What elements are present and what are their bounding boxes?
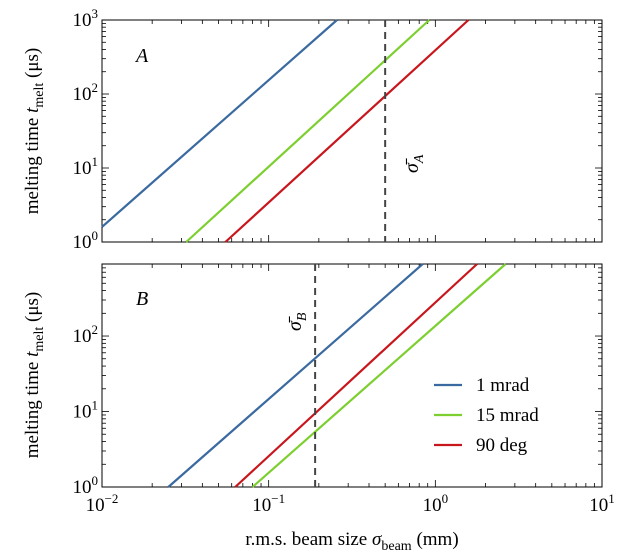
x-tick-label-base: 10 [423, 495, 442, 516]
x-tick-label: 100 [423, 491, 449, 516]
y-tick-label: 100 [73, 473, 99, 498]
y-tick-label-base: 10 [73, 84, 92, 105]
panel-a-ylabel-pre: melting time [22, 113, 43, 214]
y-tick-label: 102 [73, 322, 99, 347]
y-tick-label-exp: 0 [92, 228, 99, 243]
panel-b-y-axis-label: melting time tmelt (μs) [22, 292, 47, 459]
x-tick-label: 101 [589, 491, 615, 516]
panel-a-frame [101, 19, 603, 243]
legend-label: 1 mrad [476, 375, 530, 396]
y-tick-label-base: 10 [73, 10, 92, 31]
panel-b-minor-ticks [101, 263, 602, 488]
panel-a-ylabel-post: (μs) [22, 48, 43, 83]
x-tick-label-exp: 0 [442, 491, 449, 506]
panel-a-vline-label-sub: A [412, 154, 427, 164]
panel-b-label: B [136, 288, 148, 310]
x-tick-label-exp: 1 [608, 491, 615, 506]
panel-a-series [101, 19, 470, 243]
x-axis-label: r.m.s. beam size σbeam (mm) [245, 529, 458, 554]
panel-b-ylabel-sub: melt [32, 327, 47, 352]
panel-b-vline-label-sub: B [295, 312, 310, 321]
y-tick-label-base: 10 [73, 232, 92, 253]
panel-a-y-axis-label: melting time tmelt (μs) [22, 48, 47, 215]
xlabel-post: (mm) [412, 529, 459, 550]
y-tick-label: 101 [73, 398, 99, 423]
panel-b-vline-label: σ̄B [284, 312, 310, 331]
legend-label: 15 mrad [476, 405, 539, 426]
y-tick-label-exp: 3 [92, 6, 99, 21]
legend-label: 90 deg [476, 435, 528, 456]
x-tick-label: 10−1 [252, 491, 285, 516]
y-tick-label-exp: 1 [92, 154, 99, 169]
series-line-90-deg [234, 263, 478, 488]
x-tick-label-base: 10 [589, 495, 608, 516]
y-tick-label: 100 [73, 228, 99, 253]
series-line-90-deg [224, 19, 470, 243]
xlabel-sym: σ [372, 529, 382, 550]
y-tick-label: 102 [73, 80, 99, 105]
panel-a-label: A [134, 45, 149, 67]
panel-b-ylabel-pre: melting time [22, 357, 43, 458]
panel-b-series [167, 263, 507, 488]
y-tick-label-exp: 1 [92, 398, 99, 413]
panel-a-ylabel-sym: t [22, 107, 43, 113]
y-tick-label-exp: 0 [92, 473, 99, 488]
y-tick-label-base: 10 [73, 402, 92, 423]
y-tick-label-exp: 2 [92, 80, 99, 95]
y-tick-label: 103 [73, 6, 99, 31]
panel-b-ylabel-post: (μs) [22, 292, 43, 327]
x-tick-label: 10−2 [86, 491, 119, 516]
series-line-15-mrad [251, 263, 507, 488]
xlabel-pre: r.m.s. beam size [245, 529, 372, 550]
panel-b-ylabel-sym: t [22, 351, 43, 357]
y-tick-label-exp: 2 [92, 322, 99, 337]
y-tick-label-base: 10 [73, 326, 92, 347]
panel-a-vline-label: σ̄A [401, 154, 427, 173]
y-tick-label-base: 10 [73, 477, 92, 498]
x-tick-label-base: 10 [252, 495, 271, 516]
series-line-1-mrad [101, 19, 338, 228]
panel-a-ylabel-sub: melt [32, 83, 47, 108]
panel-a-minor-ticks [101, 20, 602, 243]
y-tick-label: 101 [73, 154, 99, 179]
series-line-1-mrad [167, 263, 424, 488]
x-tick-label-base: 10 [86, 495, 105, 516]
legend: 1 mrad 15 mrad 90 deg [434, 375, 539, 456]
x-tick-label-exp: −2 [105, 491, 119, 506]
xlabel-sub: beam [381, 539, 411, 554]
y-tick-label-base: 10 [73, 158, 92, 179]
series-line-15-mrad [185, 19, 431, 243]
x-tick-label-exp: −1 [271, 491, 285, 506]
